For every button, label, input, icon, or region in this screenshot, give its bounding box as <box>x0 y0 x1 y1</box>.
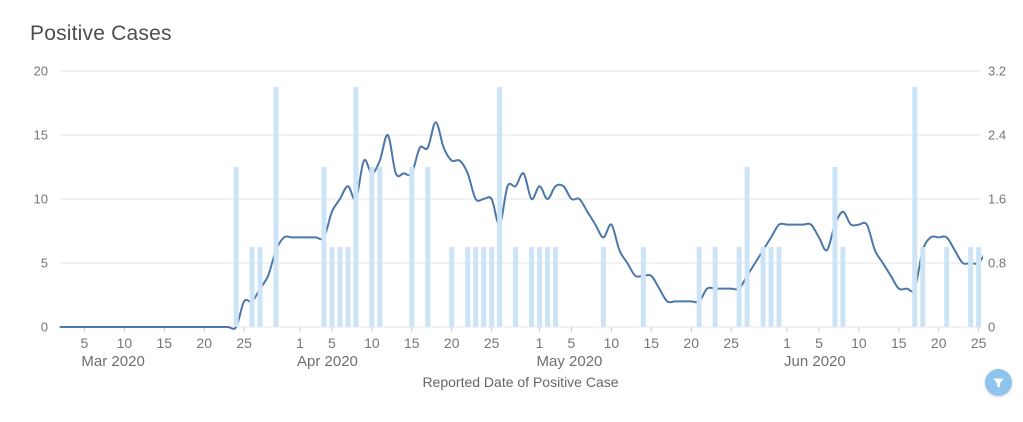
bar[interactable] <box>473 247 479 327</box>
y-left-tick-label: 5 <box>41 256 48 271</box>
x-day-tick-label: 10 <box>851 335 867 351</box>
x-day-tick-label: 25 <box>236 335 252 351</box>
bar[interactable] <box>481 247 487 327</box>
x-day-tick-label: 15 <box>156 335 172 351</box>
bar[interactable] <box>377 167 383 327</box>
y-right-tick-label: 2.4 <box>988 128 1006 143</box>
chart-title: Positive Cases <box>30 22 172 45</box>
bar[interactable] <box>513 247 519 327</box>
x-month-label: Mar 2020 <box>81 353 144 370</box>
x-day-tick-label: 10 <box>604 335 620 351</box>
x-day-tick-label: 5 <box>568 335 576 351</box>
line-path[interactable] <box>59 121 987 330</box>
bar[interactable] <box>425 167 431 327</box>
y-right-tick-label: 0.8 <box>988 256 1006 271</box>
bar[interactable] <box>249 247 255 327</box>
bar[interactable] <box>273 87 279 327</box>
bar[interactable] <box>329 247 335 327</box>
x-day-tick-label: 15 <box>644 335 660 351</box>
x-day-tick-label: 10 <box>117 335 133 351</box>
bar[interactable] <box>529 247 535 327</box>
bar[interactable] <box>840 247 846 327</box>
bar[interactable] <box>552 247 558 327</box>
bar[interactable] <box>640 247 646 327</box>
x-day-tick-label: 1 <box>536 335 544 351</box>
x-day-tick-label: 5 <box>328 335 336 351</box>
bar[interactable] <box>489 247 495 327</box>
bar[interactable] <box>257 247 263 327</box>
y-right-tick-label: 1.6 <box>988 192 1006 207</box>
bar[interactable] <box>736 247 742 327</box>
x-axis-title: Reported Date of Positive Case <box>422 374 619 390</box>
y-left-tick-label: 20 <box>34 64 48 79</box>
x-day-tick-label: 5 <box>815 335 823 351</box>
bar[interactable] <box>537 247 543 327</box>
x-day-tick-label: 10 <box>364 335 380 351</box>
bar[interactable] <box>976 247 982 327</box>
bar[interactable] <box>696 247 702 327</box>
bar[interactable] <box>968 247 974 327</box>
bar[interactable] <box>409 167 415 327</box>
bar[interactable] <box>545 247 551 327</box>
bar[interactable] <box>768 247 774 327</box>
x-day-tick-label: 20 <box>196 335 212 351</box>
x-day-tick-label: 25 <box>484 335 500 351</box>
y-right-tick-label: 3.2 <box>988 64 1006 79</box>
x-day-tick-label: 20 <box>931 335 947 351</box>
bar[interactable] <box>233 167 239 327</box>
x-day-tick-label: 1 <box>296 335 304 351</box>
x-day-tick-label: 20 <box>444 335 460 351</box>
x-day-tick-label: 20 <box>683 335 699 351</box>
y-left-tick-label: 10 <box>34 192 48 207</box>
x-month-label: Jun 2020 <box>784 353 846 370</box>
bar[interactable] <box>776 247 782 327</box>
x-day-tick-label: 25 <box>971 335 987 351</box>
x-day-tick-label: 25 <box>723 335 739 351</box>
bar[interactable] <box>912 87 918 327</box>
x-day-tick-label: 15 <box>404 335 420 351</box>
bar[interactable] <box>449 247 455 327</box>
x-day-tick-label: 15 <box>891 335 907 351</box>
y-right-tick-label: 0 <box>988 320 995 335</box>
bar[interactable] <box>345 247 351 327</box>
bar[interactable] <box>337 247 343 327</box>
bar[interactable] <box>465 247 471 327</box>
bar[interactable] <box>744 167 750 327</box>
bar[interactable] <box>832 167 838 327</box>
bar[interactable] <box>944 247 950 327</box>
bar[interactable] <box>497 87 503 327</box>
bar[interactable] <box>760 247 766 327</box>
bar[interactable] <box>920 247 926 327</box>
x-day-tick-label: 5 <box>81 335 89 351</box>
x-month-label: Apr 2020 <box>297 353 358 370</box>
bar[interactable] <box>369 167 375 327</box>
bar[interactable] <box>600 247 606 327</box>
y-left-tick-label: 15 <box>34 128 48 143</box>
funnel-icon <box>993 378 1004 388</box>
bar[interactable] <box>353 87 359 327</box>
bar[interactable] <box>321 167 327 327</box>
bar[interactable] <box>712 247 718 327</box>
x-day-tick-label: 1 <box>783 335 791 351</box>
y-left-tick-label: 0 <box>41 320 48 335</box>
x-month-label: May 2020 <box>537 353 603 370</box>
filter-button[interactable] <box>985 369 1012 396</box>
